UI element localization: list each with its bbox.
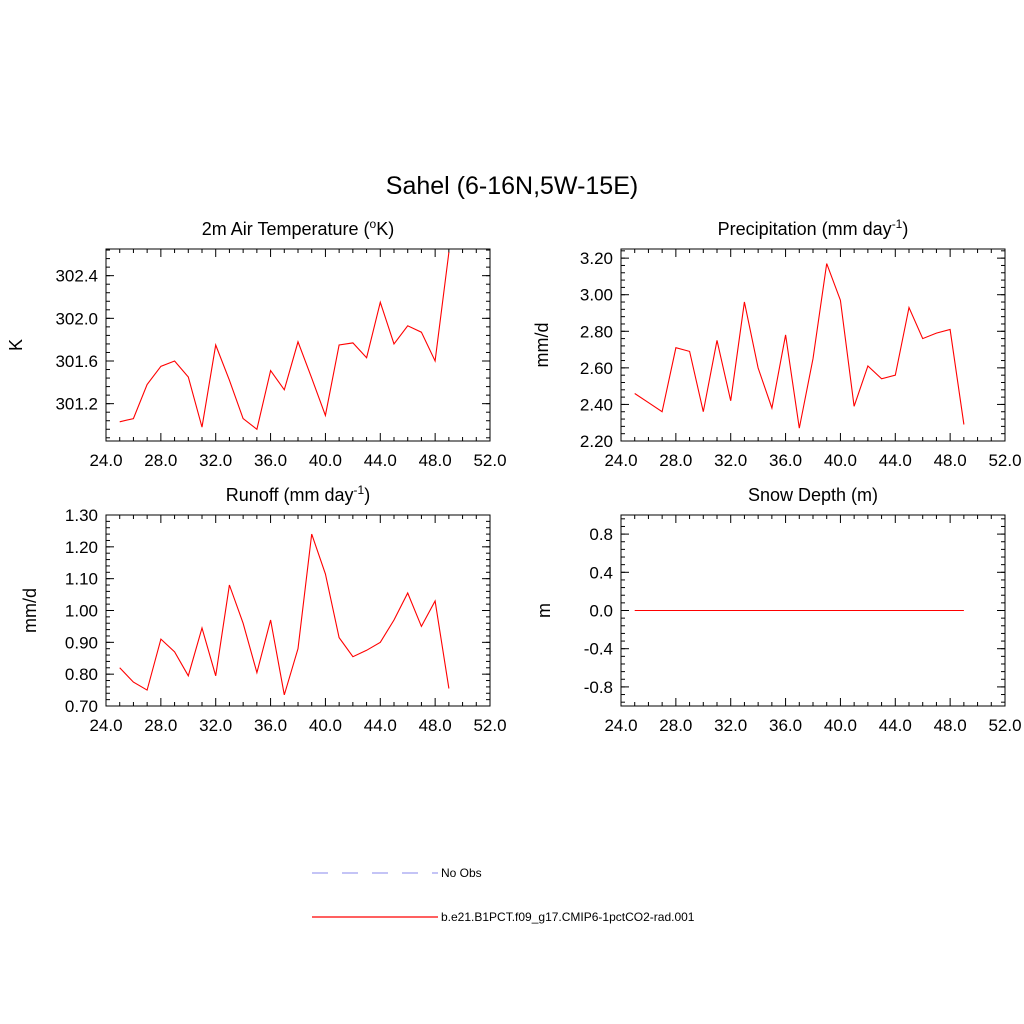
y-tick-label: 301.2 bbox=[55, 395, 98, 414]
y-tick-label: 301.6 bbox=[55, 352, 98, 371]
legend-label: No Obs bbox=[441, 866, 482, 880]
y-axis-label: K bbox=[6, 339, 26, 351]
x-tick-label: 52.0 bbox=[988, 451, 1021, 470]
y-tick-label: -0.8 bbox=[584, 678, 613, 697]
y-tick-label: 1.00 bbox=[65, 602, 98, 621]
x-tick-label: 36.0 bbox=[769, 716, 802, 735]
panel-title: Snow Depth (m) bbox=[748, 485, 878, 505]
y-tick-label: 302.0 bbox=[55, 309, 98, 328]
panel-1: 24.0 28.0 32.0 36.0 40.0 44.0 48.0 52.0 301.2 301… bbox=[6, 217, 507, 470]
x-tick-label: 32.0 bbox=[714, 716, 747, 735]
y-tick-label: 0.4 bbox=[589, 563, 613, 582]
x-tick-label: 24.0 bbox=[604, 716, 637, 735]
legend-label: b.e21.B1PCT.f09_g17.CMIP6-1pctCO2-rad.00… bbox=[441, 910, 695, 924]
x-tick-label: 28.0 bbox=[144, 716, 177, 735]
y-tick-label: 1.20 bbox=[65, 538, 98, 557]
x-tick-label: 36.0 bbox=[254, 451, 287, 470]
y-tick-label: 0.90 bbox=[65, 633, 98, 652]
x-tick-label: 48.0 bbox=[934, 451, 967, 470]
x-tick-label: 28.0 bbox=[144, 451, 177, 470]
legend: No Obs b.e21.B1PCT.f09_g17.CMIP6-1pctCO2-… bbox=[312, 866, 695, 924]
x-tick-label: 44.0 bbox=[364, 716, 397, 735]
panel-title: Runoff (mm day-1) bbox=[226, 483, 370, 505]
panel-title: 2m Air Temperature (oK) bbox=[202, 217, 394, 239]
panel-4: 24.0 28.0 32.0 36.0 40.0 44.0 48.0 52.0 -0.8 -0.4… bbox=[534, 485, 1022, 735]
x-tick-label: 28.0 bbox=[659, 716, 692, 735]
x-tick-label: 52.0 bbox=[473, 451, 506, 470]
figure-title: Sahel (6-16N,5W-15E) bbox=[386, 172, 638, 200]
x-tick-label: 44.0 bbox=[879, 451, 912, 470]
x-tick-label: 44.0 bbox=[364, 451, 397, 470]
x-tick-label: 40.0 bbox=[824, 451, 857, 470]
y-tick-label: 0.0 bbox=[589, 602, 613, 621]
panel-2: 24.0 28.0 32.0 36.0 40.0 44.0 48.0 52.0 2.20 2.40… bbox=[532, 217, 1022, 470]
y-tick-label: 3.00 bbox=[580, 286, 613, 305]
y-tick-label: 1.10 bbox=[65, 570, 98, 589]
x-tick-label: 32.0 bbox=[199, 451, 232, 470]
series-line bbox=[634, 263, 965, 429]
y-tick-label: 2.40 bbox=[580, 395, 613, 414]
plot-frame bbox=[105, 514, 491, 707]
panel-3: 24.0 28.0 32.0 36.0 40.0 44.0 48.0 52.0 0.70 0.80… bbox=[20, 483, 507, 735]
x-tick-label: 32.0 bbox=[714, 451, 747, 470]
series-line bbox=[119, 533, 450, 696]
y-tick-label: 2.80 bbox=[580, 322, 613, 341]
x-tick-label: 36.0 bbox=[769, 451, 802, 470]
x-tick-label: 40.0 bbox=[309, 716, 342, 735]
x-tick-label: 48.0 bbox=[419, 716, 452, 735]
y-tick-label: 302.4 bbox=[55, 267, 98, 286]
x-tick-label: 52.0 bbox=[988, 716, 1021, 735]
x-tick-label: 36.0 bbox=[254, 716, 287, 735]
y-tick-label: 0.80 bbox=[65, 665, 98, 684]
plot-frame bbox=[620, 248, 1006, 442]
x-tick-label: 48.0 bbox=[934, 716, 967, 735]
panels: 24.0 28.0 32.0 36.0 40.0 44.0 48.0 52.0 301.2 301… bbox=[6, 217, 1022, 735]
y-tick-label: 3.20 bbox=[580, 249, 613, 268]
y-axis-label: mm/d bbox=[532, 323, 552, 368]
y-tick-label: 0.8 bbox=[589, 525, 613, 544]
panel-title: Precipitation (mm day-1) bbox=[718, 217, 909, 239]
x-tick-label: 48.0 bbox=[419, 451, 452, 470]
plot-frame bbox=[105, 248, 491, 442]
y-tick-label: 2.60 bbox=[580, 359, 613, 378]
y-tick-label: 2.20 bbox=[580, 432, 613, 451]
y-tick-label: 0.70 bbox=[65, 697, 98, 716]
y-tick-label: -0.4 bbox=[584, 640, 613, 659]
x-tick-label: 24.0 bbox=[604, 451, 637, 470]
x-tick-label: 40.0 bbox=[309, 451, 342, 470]
x-tick-label: 40.0 bbox=[824, 716, 857, 735]
x-tick-label: 28.0 bbox=[659, 451, 692, 470]
x-tick-label: 52.0 bbox=[473, 716, 506, 735]
series-line bbox=[119, 252, 450, 431]
x-tick-label: 24.0 bbox=[89, 716, 122, 735]
x-tick-label: 24.0 bbox=[89, 451, 122, 470]
y-tick-label: 1.30 bbox=[65, 506, 98, 525]
y-axis-label: mm/d bbox=[20, 588, 40, 633]
y-axis-label: m bbox=[534, 603, 554, 618]
x-tick-label: 44.0 bbox=[879, 716, 912, 735]
x-tick-label: 32.0 bbox=[199, 716, 232, 735]
